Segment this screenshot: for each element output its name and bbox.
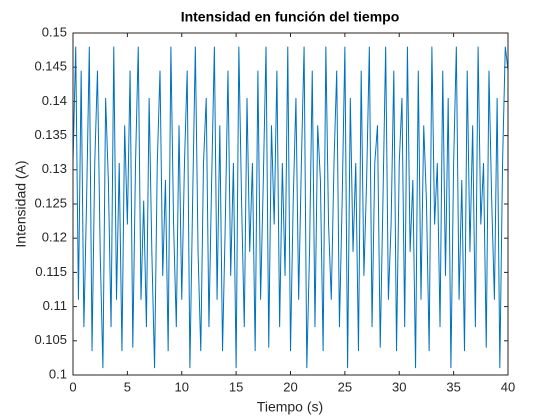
x-tick-label: 30 bbox=[392, 379, 406, 394]
x-tick-label: 0 bbox=[69, 379, 76, 394]
x-tick-label: 35 bbox=[446, 379, 460, 394]
x-tick-label: 20 bbox=[283, 379, 297, 394]
x-axis-label: Tiempo (s) bbox=[257, 399, 323, 415]
chart-title: Intensidad en función del tiempo bbox=[181, 9, 400, 25]
y-tick-label: 0.15 bbox=[42, 24, 67, 39]
y-tick-label: 0.11 bbox=[43, 298, 67, 313]
y-tick-label: 0.115 bbox=[35, 264, 67, 279]
y-tick-label: 0.145 bbox=[34, 59, 67, 74]
axes-box bbox=[72, 32, 509, 376]
y-tick-label: 0.13 bbox=[42, 161, 67, 176]
y-tick-label: 0.105 bbox=[34, 332, 67, 347]
data-line bbox=[72, 46, 509, 369]
y-tick-label: 0.125 bbox=[34, 195, 67, 210]
x-tick-label: 15 bbox=[229, 379, 243, 394]
x-tick-label: 5 bbox=[124, 379, 131, 394]
x-tick-label: 10 bbox=[175, 379, 189, 394]
y-tick-label: 0.135 bbox=[34, 127, 67, 142]
x-tick-label: 40 bbox=[501, 379, 515, 394]
x-tick-label: 25 bbox=[338, 379, 352, 394]
y-tick-label: 0.14 bbox=[42, 93, 67, 108]
y-tick-label: 0.12 bbox=[42, 230, 67, 245]
y-axis-label: Intensidad (A) bbox=[13, 160, 29, 247]
y-tick-label: 0.1 bbox=[49, 366, 67, 381]
